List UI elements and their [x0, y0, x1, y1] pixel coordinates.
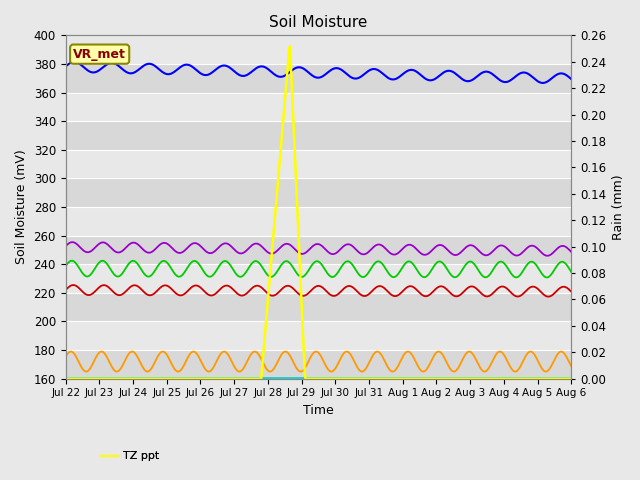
Bar: [66, 350, 572, 379]
Bar: [66, 293, 572, 322]
Bar: [66, 64, 572, 93]
Y-axis label: Soil Moisture (mV): Soil Moisture (mV): [15, 150, 28, 264]
Bar: [66, 179, 572, 207]
Title: Soil Moisture: Soil Moisture: [269, 15, 367, 30]
Bar: [66, 121, 572, 150]
Bar: [66, 236, 572, 264]
Text: VR_met: VR_met: [73, 48, 126, 60]
Y-axis label: Rain (mm): Rain (mm): [612, 174, 625, 240]
Legend: TZ ppt: TZ ppt: [97, 447, 164, 466]
X-axis label: Time: Time: [303, 404, 334, 417]
